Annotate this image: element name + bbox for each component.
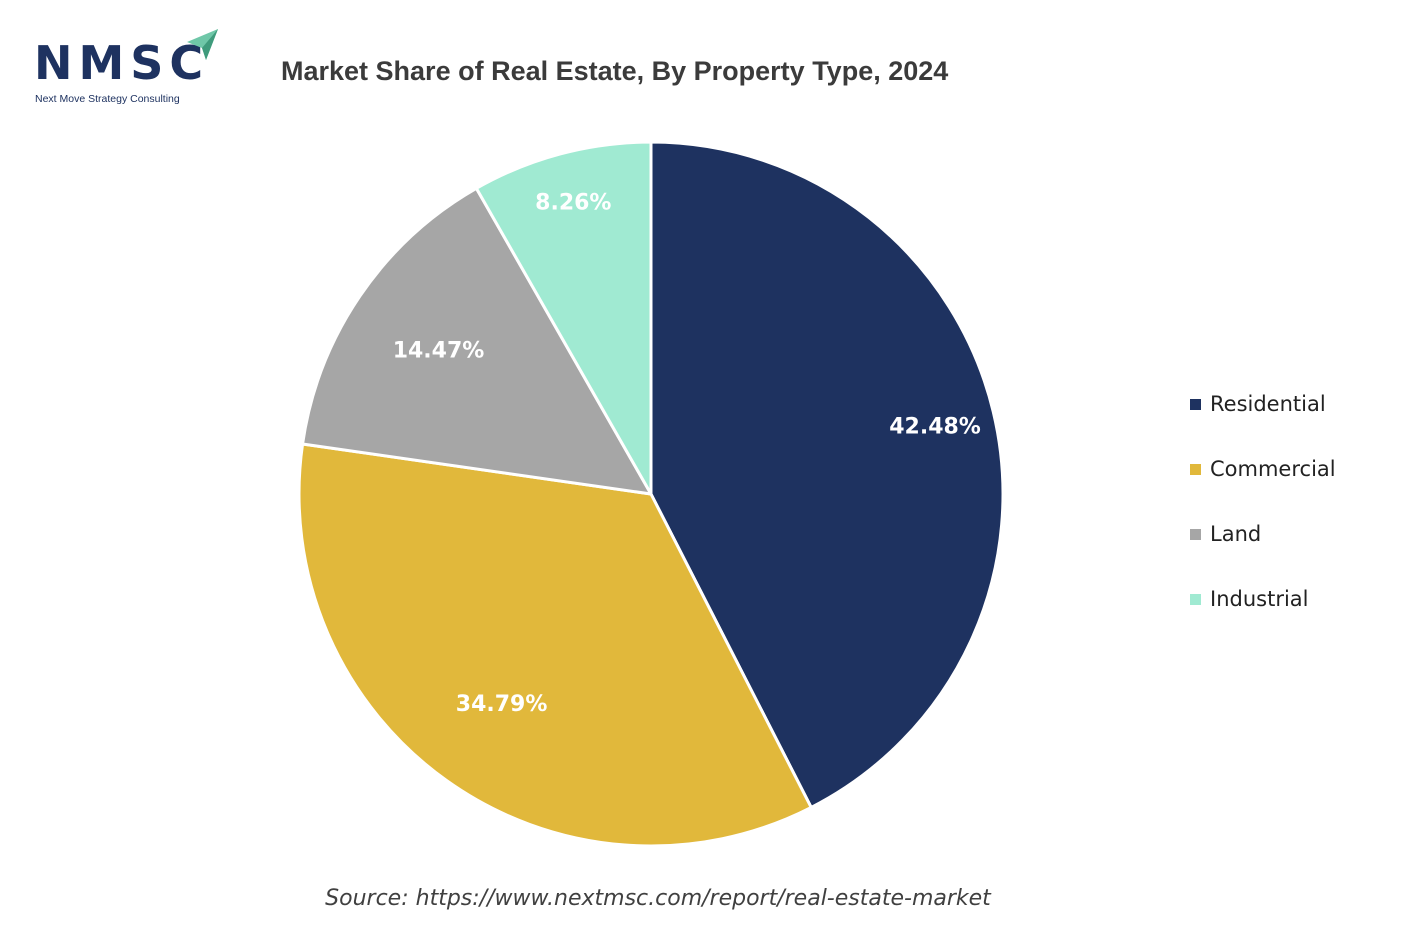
legend-swatch-residential	[1190, 399, 1201, 410]
legend-label-residential: Residential	[1210, 392, 1326, 416]
legend-item-residential: Residential	[1190, 388, 1336, 453]
paper-plane-icon	[187, 29, 218, 60]
chart-legend: Residential Commercial Land Industrial	[1190, 388, 1336, 648]
legend-swatch-commercial	[1190, 464, 1201, 475]
legend-swatch-land	[1190, 529, 1201, 540]
legend-item-commercial: Commercial	[1190, 453, 1336, 518]
chart-title: Market Share of Real Estate, By Property…	[281, 56, 949, 86]
legend-label-land: Land	[1210, 522, 1262, 546]
logo-wordmark: NMSC	[34, 36, 210, 90]
data-label-commercial: 34.79%	[456, 692, 548, 717]
pie-slice-residential	[649, 140, 1005, 809]
legend-label-commercial: Commercial	[1210, 457, 1336, 481]
data-label-industrial: 8.26%	[535, 190, 611, 215]
legend-item-land: Land	[1190, 518, 1336, 583]
legend-item-industrial: Industrial	[1190, 583, 1336, 648]
legend-label-industrial: Industrial	[1210, 587, 1309, 611]
pie-slice-industrial	[474, 140, 653, 496]
data-label-residential: 42.48%	[889, 415, 981, 440]
logo-tagline: Next Move Strategy Consulting	[35, 93, 180, 105]
legend-swatch-industrial	[1190, 594, 1201, 605]
source-note: Source: https://www.nextmsc.com/report/r…	[325, 886, 991, 911]
pie-slice-land	[301, 186, 653, 496]
pie-slice-commercial	[297, 442, 813, 848]
data-label-land: 14.47%	[393, 339, 485, 364]
brand-logo: NMSC Next Move Strategy Consulting	[30, 26, 230, 110]
